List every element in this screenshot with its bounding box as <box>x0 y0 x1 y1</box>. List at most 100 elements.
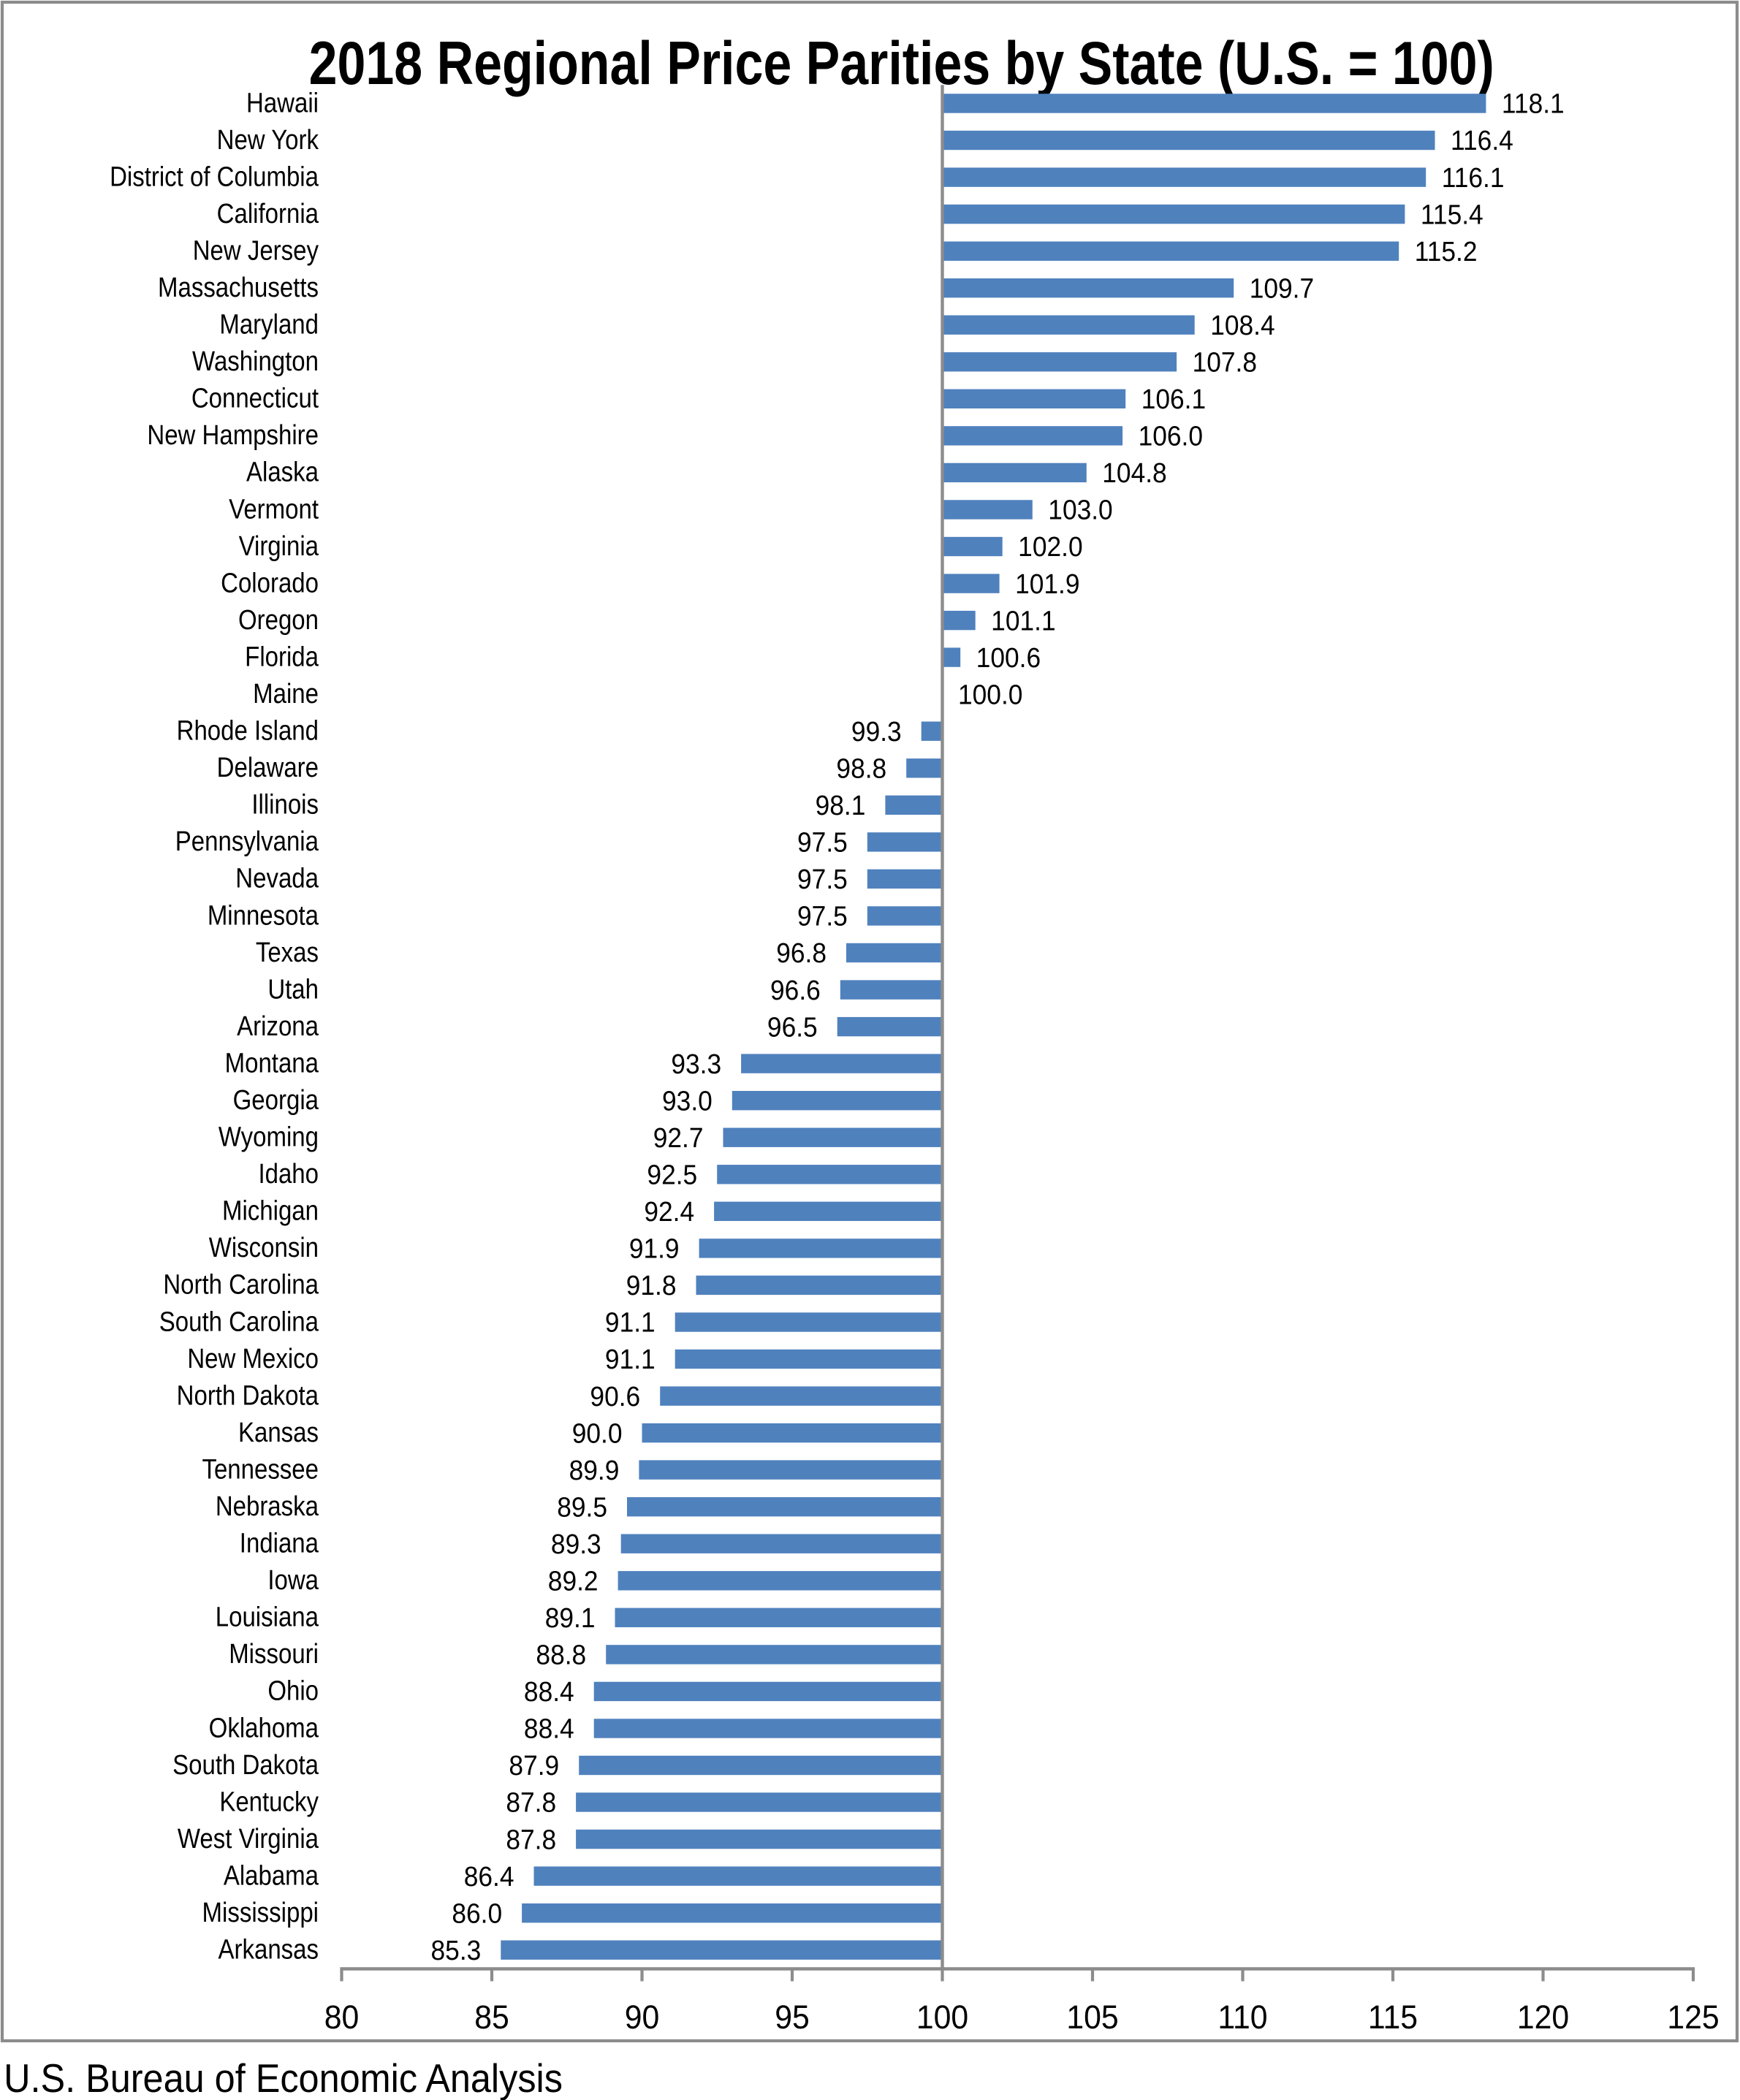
svg-text:87.9: 87.9 <box>509 1750 559 1781</box>
svg-text:Alaska: Alaska <box>246 457 319 488</box>
svg-text:86.4: 86.4 <box>464 1861 514 1892</box>
svg-text:110: 110 <box>1217 1999 1267 2036</box>
svg-text:Colorado: Colorado <box>221 567 319 598</box>
svg-text:Wisconsin: Wisconsin <box>209 1232 319 1263</box>
svg-text:District of Columbia: District of Columbia <box>110 161 319 192</box>
svg-text:85: 85 <box>474 1999 509 2036</box>
svg-text:106.0: 106.0 <box>1139 420 1203 451</box>
svg-text:Iowa: Iowa <box>267 1564 319 1596</box>
svg-text:Oregon: Oregon <box>238 604 319 636</box>
svg-text:North Carolina: North Carolina <box>163 1269 319 1301</box>
svg-text:2018 Regional Price Parities b: 2018 Regional Price Parities by State (U… <box>309 29 1494 97</box>
svg-text:Minnesota: Minnesota <box>208 899 319 931</box>
svg-text:106.1: 106.1 <box>1141 384 1206 414</box>
svg-text:91.1: 91.1 <box>605 1307 656 1338</box>
svg-text:116.4: 116.4 <box>1451 125 1513 156</box>
svg-text:100.0: 100.0 <box>958 679 1022 709</box>
svg-text:109.7: 109.7 <box>1250 273 1314 303</box>
svg-text:Georgia: Georgia <box>233 1084 319 1116</box>
svg-text:85.3: 85.3 <box>431 1935 482 1966</box>
svg-text:91.1: 91.1 <box>605 1344 656 1374</box>
svg-text:Montana: Montana <box>225 1047 319 1078</box>
svg-text:92.7: 92.7 <box>653 1122 704 1153</box>
svg-text:104.8: 104.8 <box>1102 457 1166 488</box>
svg-text:93.0: 93.0 <box>662 1085 713 1116</box>
svg-text:Hawaii: Hawaii <box>246 87 319 118</box>
svg-text:89.5: 89.5 <box>557 1491 607 1522</box>
svg-text:87.8: 87.8 <box>506 1824 556 1854</box>
svg-text:96.6: 96.6 <box>770 975 821 1005</box>
svg-text:91.8: 91.8 <box>626 1270 677 1301</box>
svg-text:91.9: 91.9 <box>629 1233 680 1263</box>
svg-text:89.3: 89.3 <box>551 1529 601 1559</box>
svg-text:101.9: 101.9 <box>1015 568 1079 599</box>
svg-text:Rhode Island: Rhode Island <box>177 715 319 746</box>
svg-text:Arizona: Arizona <box>237 1011 319 1042</box>
svg-text:80: 80 <box>324 1999 360 2036</box>
svg-text:92.4: 92.4 <box>644 1196 694 1227</box>
svg-text:86.0: 86.0 <box>452 1898 502 1928</box>
svg-text:Maine: Maine <box>253 678 319 709</box>
svg-text:88.4: 88.4 <box>524 1713 574 1744</box>
svg-text:Missouri: Missouri <box>229 1638 319 1670</box>
svg-text:101.1: 101.1 <box>991 605 1055 636</box>
svg-text:Florida: Florida <box>245 641 319 672</box>
svg-text:89.2: 89.2 <box>548 1565 599 1596</box>
svg-text:99.3: 99.3 <box>851 716 902 747</box>
svg-text:West Virginia: West Virginia <box>178 1823 319 1854</box>
svg-text:90.0: 90.0 <box>572 1418 623 1448</box>
svg-text:Arkansas: Arkansas <box>219 1933 319 1965</box>
svg-text:South Carolina: South Carolina <box>159 1306 319 1337</box>
svg-text:90.6: 90.6 <box>590 1381 640 1412</box>
svg-text:116.1: 116.1 <box>1442 162 1505 193</box>
svg-text:Michigan: Michigan <box>222 1195 319 1226</box>
svg-text:Delaware: Delaware <box>217 752 319 783</box>
svg-text:Wyoming: Wyoming <box>219 1121 319 1152</box>
svg-text:92.5: 92.5 <box>647 1159 697 1190</box>
svg-text:New Mexico: New Mexico <box>187 1343 319 1374</box>
svg-text:115: 115 <box>1368 1999 1418 2036</box>
svg-text:Pennsylvania: Pennsylvania <box>175 826 319 857</box>
svg-text:115.4: 115.4 <box>1421 199 1483 229</box>
svg-text:118.1: 118.1 <box>1502 88 1565 119</box>
svg-text:New Jersey: New Jersey <box>193 235 319 266</box>
svg-text:105: 105 <box>1066 1999 1118 2036</box>
svg-text:88.8: 88.8 <box>536 1639 586 1670</box>
svg-text:87.8: 87.8 <box>506 1787 556 1818</box>
svg-text:Tennessee: Tennessee <box>202 1453 319 1485</box>
svg-text:Massachusetts: Massachusetts <box>158 272 319 303</box>
svg-text:South Dakota: South Dakota <box>172 1749 319 1781</box>
svg-text:Nebraska: Nebraska <box>216 1491 319 1522</box>
svg-text:Maryland: Maryland <box>219 308 319 340</box>
svg-text:Mississippi: Mississippi <box>202 1897 319 1928</box>
svg-text:Alabama: Alabama <box>224 1860 319 1891</box>
svg-text:Illinois: Illinois <box>251 788 319 820</box>
svg-text:90: 90 <box>625 1999 660 2036</box>
svg-text:Virginia: Virginia <box>239 530 319 562</box>
svg-text:California: California <box>217 198 319 229</box>
svg-text:Ohio: Ohio <box>267 1675 319 1707</box>
svg-text:Idaho: Idaho <box>258 1158 319 1190</box>
svg-text:93.3: 93.3 <box>671 1049 721 1079</box>
svg-text:98.1: 98.1 <box>816 790 866 821</box>
svg-text:98.8: 98.8 <box>836 753 886 783</box>
svg-text:108.4: 108.4 <box>1210 310 1274 341</box>
svg-text:96.5: 96.5 <box>767 1011 818 1042</box>
svg-text:100: 100 <box>916 1999 968 2036</box>
svg-text:Connecticut: Connecticut <box>191 382 319 414</box>
svg-text:97.5: 97.5 <box>797 901 848 932</box>
svg-text:Kentucky: Kentucky <box>219 1786 319 1817</box>
svg-text:Oklahoma: Oklahoma <box>209 1712 319 1743</box>
svg-text:New Hampshire: New Hampshire <box>147 419 319 451</box>
svg-text:103.0: 103.0 <box>1048 495 1112 525</box>
svg-text:89.9: 89.9 <box>569 1455 620 1485</box>
svg-text:96.8: 96.8 <box>776 937 827 968</box>
svg-text:New York: New York <box>217 124 319 156</box>
svg-text:Louisiana: Louisiana <box>216 1601 319 1632</box>
svg-text:107.8: 107.8 <box>1193 346 1257 377</box>
svg-text:95: 95 <box>775 1999 810 2036</box>
svg-text:Texas: Texas <box>256 937 319 968</box>
svg-text:97.5: 97.5 <box>797 864 848 894</box>
svg-text:120: 120 <box>1517 1999 1569 2036</box>
svg-text:102.0: 102.0 <box>1018 531 1082 562</box>
